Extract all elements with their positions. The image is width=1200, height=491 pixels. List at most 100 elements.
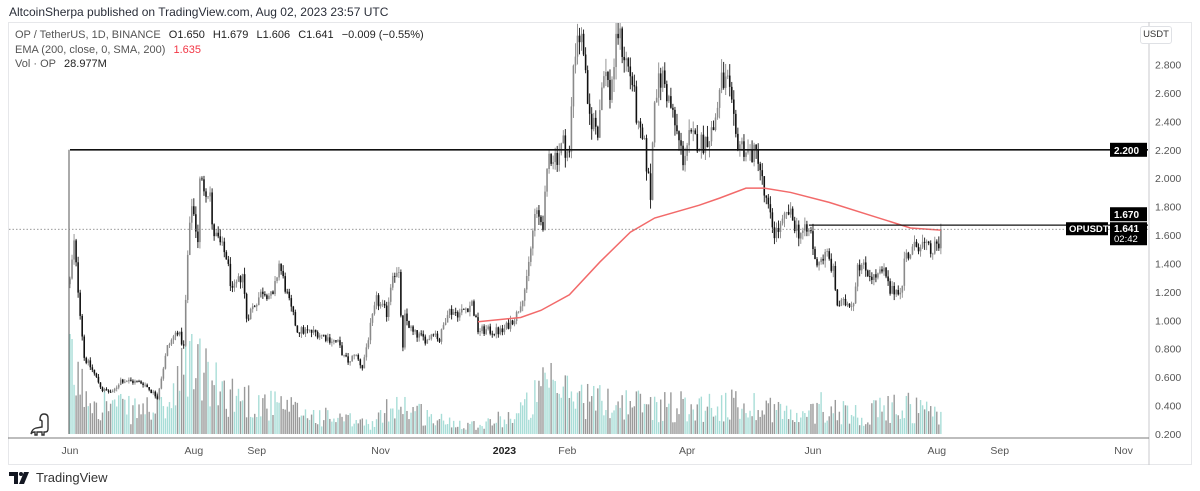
candle-body <box>81 315 83 337</box>
volume-bar <box>390 408 392 434</box>
tradingview-logo[interactable]: TradingView <box>9 470 108 485</box>
candle-body <box>205 191 207 197</box>
volume-bar <box>138 404 140 434</box>
volume-bar <box>300 415 303 434</box>
volume-bar <box>678 414 680 434</box>
currency-button[interactable]: USDT <box>1140 26 1172 44</box>
volume-bar <box>538 380 540 434</box>
candle-body <box>741 141 743 145</box>
volume-bar <box>528 419 530 434</box>
volume-bar <box>550 362 552 434</box>
candle-body <box>312 329 315 333</box>
candle-body <box>172 336 175 340</box>
volume-bar <box>568 397 571 434</box>
candle-body <box>885 267 887 277</box>
candle-body <box>806 224 808 232</box>
price-tick-label: 2.800 <box>1155 60 1181 72</box>
volume-bar <box>635 391 638 434</box>
volume-label[interactable]: Vol · OP <box>15 58 56 70</box>
volume-bar <box>339 413 341 434</box>
candle-body <box>532 230 534 249</box>
candle-body <box>477 317 479 333</box>
volume-bar <box>680 391 682 434</box>
volume-bar <box>485 421 487 434</box>
volume-bar <box>911 423 914 434</box>
ema-label[interactable]: EMA (200, close, 0, SMA, 200) <box>15 43 166 56</box>
candle-body <box>361 365 364 369</box>
volume-bar <box>178 390 181 434</box>
candle-body <box>134 380 136 383</box>
candle-body <box>495 327 498 335</box>
candle-body <box>722 72 725 88</box>
volume-bar <box>905 395 908 434</box>
candle-body <box>266 295 268 300</box>
candle-body <box>724 76 727 88</box>
candle-body <box>424 336 427 344</box>
candle-body <box>590 113 593 130</box>
price-axis[interactable]: 0.200 0.400 0.600 0.800 1.000 1.200 1.400 1.600… <box>1155 60 1181 441</box>
volume-bar <box>341 416 343 434</box>
price-level-label-box <box>1110 207 1147 222</box>
candle-body <box>333 340 335 342</box>
candle-body <box>588 103 591 114</box>
candle-body <box>355 355 358 356</box>
candle-body <box>440 329 443 342</box>
volume-bar <box>79 394 81 434</box>
candle-body <box>365 347 368 358</box>
candle-body <box>696 133 699 152</box>
candle-body <box>726 75 729 77</box>
candle-body <box>601 87 603 111</box>
candle-body <box>637 121 640 123</box>
volume-bar <box>761 410 763 434</box>
candle-body <box>430 334 433 339</box>
volume-bar <box>185 344 187 434</box>
candle-body <box>115 387 118 389</box>
candle-body <box>369 322 372 341</box>
symbol-label[interactable]: OP / TetherUS, 1D, BINANCE <box>15 29 161 41</box>
candle-body <box>467 308 469 312</box>
volume-bar <box>686 421 688 434</box>
candle-body <box>728 75 731 87</box>
time-axis[interactable]: Jun Aug Sep Nov 2023 Feb Apr Jun Aug Sep Nov <box>62 445 1134 457</box>
price-level-label-box <box>1110 142 1147 157</box>
volume-bar <box>465 429 467 434</box>
volume-bar <box>383 413 386 434</box>
volume-bar <box>191 334 193 434</box>
volume-bar <box>495 422 497 434</box>
candle-body <box>909 254 912 259</box>
volume-bar <box>365 419 368 434</box>
volume-bar <box>233 411 236 434</box>
candle-body <box>251 306 254 310</box>
candle-body <box>298 332 301 334</box>
volume-bar <box>828 416 830 434</box>
candle-body <box>300 327 303 334</box>
candle-body <box>633 85 636 87</box>
volume-bar <box>268 420 270 434</box>
volume-bar <box>672 422 674 434</box>
volume-bar <box>883 405 885 434</box>
volume-bar <box>940 411 942 434</box>
volume-bar <box>643 403 646 434</box>
volume-bar <box>211 380 213 434</box>
candle-body <box>101 387 104 392</box>
candle-body <box>899 292 902 295</box>
volume-bar <box>619 407 621 434</box>
volume-bar <box>526 392 528 434</box>
candle-body <box>170 339 173 345</box>
candle-body <box>389 287 392 302</box>
candle-body <box>105 388 108 391</box>
volume-bar <box>670 392 672 434</box>
volume-bar <box>426 410 428 434</box>
candle-body <box>126 381 128 383</box>
volume-bar <box>562 386 564 434</box>
volume-bar <box>887 396 889 434</box>
candle-body <box>842 298 845 300</box>
candle-body <box>456 312 459 318</box>
candle-body <box>901 285 904 293</box>
volume-bar <box>846 405 849 434</box>
candle-body <box>860 264 863 271</box>
volume-bar <box>798 422 800 434</box>
bar-countdown-label: 02:42 <box>1114 234 1138 245</box>
candle-body <box>688 130 690 146</box>
